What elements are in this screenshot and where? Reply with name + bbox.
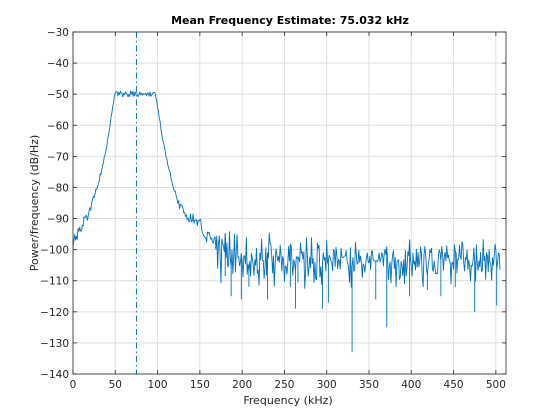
x-axis-label: Frequency (kHz) <box>243 394 332 407</box>
y-tick-label: −110 <box>40 276 69 288</box>
y-tick-label: −60 <box>47 120 69 132</box>
plot-area <box>72 32 501 374</box>
x-tick-label: 150 <box>190 379 210 391</box>
y-tick-label: −40 <box>47 58 69 70</box>
plot-box <box>72 31 507 375</box>
y-tick-label: −90 <box>47 214 69 226</box>
y-tick-label: −30 <box>47 27 69 39</box>
x-tick-label: 100 <box>148 379 168 391</box>
y-tick-label: −120 <box>40 307 69 319</box>
x-tick-label: 450 <box>444 379 464 391</box>
x-tick-label: 250 <box>274 379 294 391</box>
y-tick-label: −130 <box>40 338 69 350</box>
x-tick-label: 200 <box>232 379 252 391</box>
y-tick-label: −140 <box>40 369 69 381</box>
y-tick-label: −80 <box>47 182 69 194</box>
x-tick-label: 350 <box>359 379 379 391</box>
y-tick-label: −50 <box>47 89 69 101</box>
x-tick-label: 500 <box>486 379 506 391</box>
y-tick-label: −100 <box>40 245 69 257</box>
y-axis-label: Power/frequency (dB/Hz) <box>28 135 41 272</box>
psd-line <box>72 90 501 289</box>
axes: 0 50 100 150 200 250 300 350 400 450 500 −140 −130 −1… <box>40 27 507 391</box>
y-tick-label: −70 <box>47 151 69 163</box>
x-tick-label: 300 <box>317 379 337 391</box>
chart-title: Mean Frequency Estimate: 75.032 kHz <box>171 14 409 27</box>
x-tick-label: 50 <box>109 379 122 391</box>
x-tick-label: 0 <box>70 379 77 391</box>
x-tick-label: 400 <box>401 379 421 391</box>
grid <box>72 31 506 375</box>
